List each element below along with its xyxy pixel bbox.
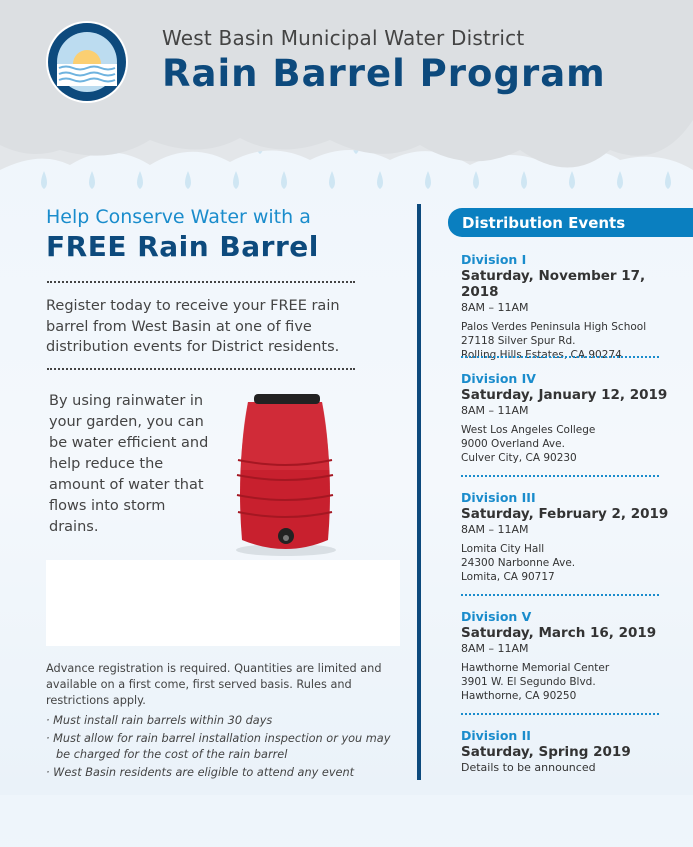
raindrop xyxy=(425,171,431,189)
rule-item: · Must install rain barrels within 30 da… xyxy=(46,714,273,727)
event-date: Saturday, Spring 2019 xyxy=(461,744,631,760)
rain-barrel-image xyxy=(236,394,336,556)
raindrop xyxy=(281,171,287,189)
body-text: By using rainwater in your garden, you c… xyxy=(49,393,209,535)
dotted-divider xyxy=(461,356,659,358)
page-title: Rain Barrel Program xyxy=(162,52,606,95)
event-date: Saturday, February 2, 2019 xyxy=(461,506,669,522)
events-list: Division I Saturday, November 17, 2018 8… xyxy=(461,252,681,847)
event-division: Division V xyxy=(461,609,532,624)
raindrop xyxy=(137,171,143,189)
event-address: Hawthorne Memorial Center 3901 W. El Segu… xyxy=(461,662,610,702)
dotted-divider xyxy=(461,713,659,715)
dotted-divider xyxy=(461,475,659,477)
raindrop xyxy=(521,171,527,189)
heading-line2: FREE Rain Barrel xyxy=(46,230,319,263)
event-division: Division II xyxy=(461,728,531,743)
event-time: 8AM – 11AM xyxy=(461,404,529,417)
raindrop xyxy=(89,171,95,189)
blank-panel xyxy=(46,560,400,646)
registration-text: Advance registration is required. Quanti… xyxy=(46,662,382,707)
event-time: 8AM – 11AM xyxy=(461,642,529,655)
event-address: Palos Verdes Peninsula High School 27118 … xyxy=(461,321,647,361)
event-note: Details to be announced xyxy=(461,761,596,774)
event-division: Division I xyxy=(461,252,527,267)
event-date: Saturday, November 17, 2018 xyxy=(461,268,646,300)
raindrop xyxy=(329,171,335,189)
event-item: Division V Saturday, March 16, 2019 8AM … xyxy=(461,609,681,728)
event-item: Division II Saturday, Spring 2019 Detail… xyxy=(461,728,681,847)
dotted-divider xyxy=(461,594,659,596)
raindrop xyxy=(617,171,623,189)
event-division: Division IV xyxy=(461,371,536,386)
event-time: 8AM – 11AM xyxy=(461,523,529,536)
org-name: West Basin Municipal Water District xyxy=(162,26,525,50)
events-header: Distribution Events xyxy=(448,208,693,237)
dotted-divider xyxy=(47,281,355,283)
cloud-banner xyxy=(0,0,693,189)
event-date: Saturday, January 12, 2019 xyxy=(461,387,668,403)
registration-notes: Advance registration is required. Quanti… xyxy=(46,661,406,783)
event-date: Saturday, March 16, 2019 xyxy=(461,625,657,641)
rule-item: · West Basin residents are eligible to a… xyxy=(46,766,355,779)
event-time: 8AM – 11AM xyxy=(461,301,529,314)
event-item: Division III Saturday, February 2, 2019 … xyxy=(461,490,681,609)
raindrop xyxy=(377,171,383,189)
event-division: Division III xyxy=(461,490,536,505)
raindrop xyxy=(233,171,239,189)
heading-line1: Help Conserve Water with a xyxy=(46,206,311,228)
event-address: West Los Angeles College 9000 Overland Av… xyxy=(461,424,596,464)
intro-text: Register today to receive your FREE rain… xyxy=(46,298,340,355)
event-item: Division I Saturday, November 17, 2018 8… xyxy=(461,252,681,371)
raindrop xyxy=(569,171,575,189)
event-address: Lomita City Hall 24300 Narbonne Ave. Lomit… xyxy=(461,543,576,583)
raindrop xyxy=(185,171,191,189)
raindrop xyxy=(665,171,671,189)
rule-item: · Must allow for rain barrel installatio… xyxy=(46,732,391,761)
raindrop xyxy=(41,171,47,189)
raindrop xyxy=(473,171,479,189)
west-basin-logo xyxy=(46,21,128,103)
event-item: Division IV Saturday, January 12, 2019 8… xyxy=(461,371,681,490)
dotted-divider xyxy=(47,368,355,370)
column-divider xyxy=(417,204,421,780)
